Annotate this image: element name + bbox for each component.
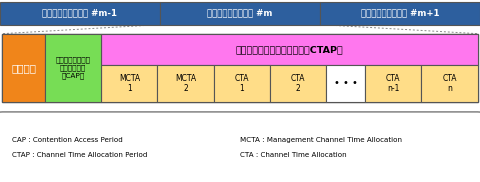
Text: ビーコン: ビーコン: [11, 63, 36, 73]
Text: MCTA : Management Channel Time Allocation: MCTA : Management Channel Time Allocatio…: [240, 137, 402, 143]
Text: CTA
n: CTA n: [442, 74, 457, 93]
FancyBboxPatch shape: [157, 65, 214, 102]
FancyBboxPatch shape: [160, 2, 320, 25]
Text: CTA
1: CTA 1: [234, 74, 249, 93]
FancyBboxPatch shape: [270, 65, 326, 102]
FancyBboxPatch shape: [0, 2, 160, 25]
Text: CTA
2: CTA 2: [290, 74, 305, 93]
FancyBboxPatch shape: [2, 34, 45, 102]
FancyBboxPatch shape: [326, 65, 365, 102]
Text: CTA : Channel Time Allocation: CTA : Channel Time Allocation: [240, 152, 347, 158]
Text: コンテンション・
アクセス期間
（CAP）: コンテンション・ アクセス期間 （CAP）: [56, 57, 90, 79]
FancyBboxPatch shape: [2, 34, 478, 102]
Text: MCTA
2: MCTA 2: [175, 74, 196, 93]
FancyBboxPatch shape: [365, 65, 421, 102]
Text: チャネル時間割り当て期間（CTAP）: チャネル時間割り当て期間（CTAP）: [236, 45, 343, 54]
FancyBboxPatch shape: [101, 34, 478, 65]
Text: CAP : Contention Access Period: CAP : Contention Access Period: [12, 137, 123, 143]
FancyBboxPatch shape: [421, 65, 478, 102]
Text: CTA
n-1: CTA n-1: [386, 74, 401, 93]
FancyBboxPatch shape: [0, 112, 480, 182]
FancyBboxPatch shape: [320, 2, 480, 25]
Text: スーパー・フレーム #m: スーパー・フレーム #m: [207, 9, 273, 18]
FancyBboxPatch shape: [45, 34, 101, 102]
Text: スーパー・フレーム #m-1: スーパー・フレーム #m-1: [42, 9, 118, 18]
Text: • • •: • • •: [334, 78, 358, 88]
FancyBboxPatch shape: [101, 65, 157, 102]
Text: スーパー・フレーム #m+1: スーパー・フレーム #m+1: [361, 9, 439, 18]
Text: MCTA
1: MCTA 1: [119, 74, 140, 93]
Text: CTAP : Channel Time Allocation Period: CTAP : Channel Time Allocation Period: [12, 152, 147, 158]
FancyBboxPatch shape: [214, 65, 270, 102]
